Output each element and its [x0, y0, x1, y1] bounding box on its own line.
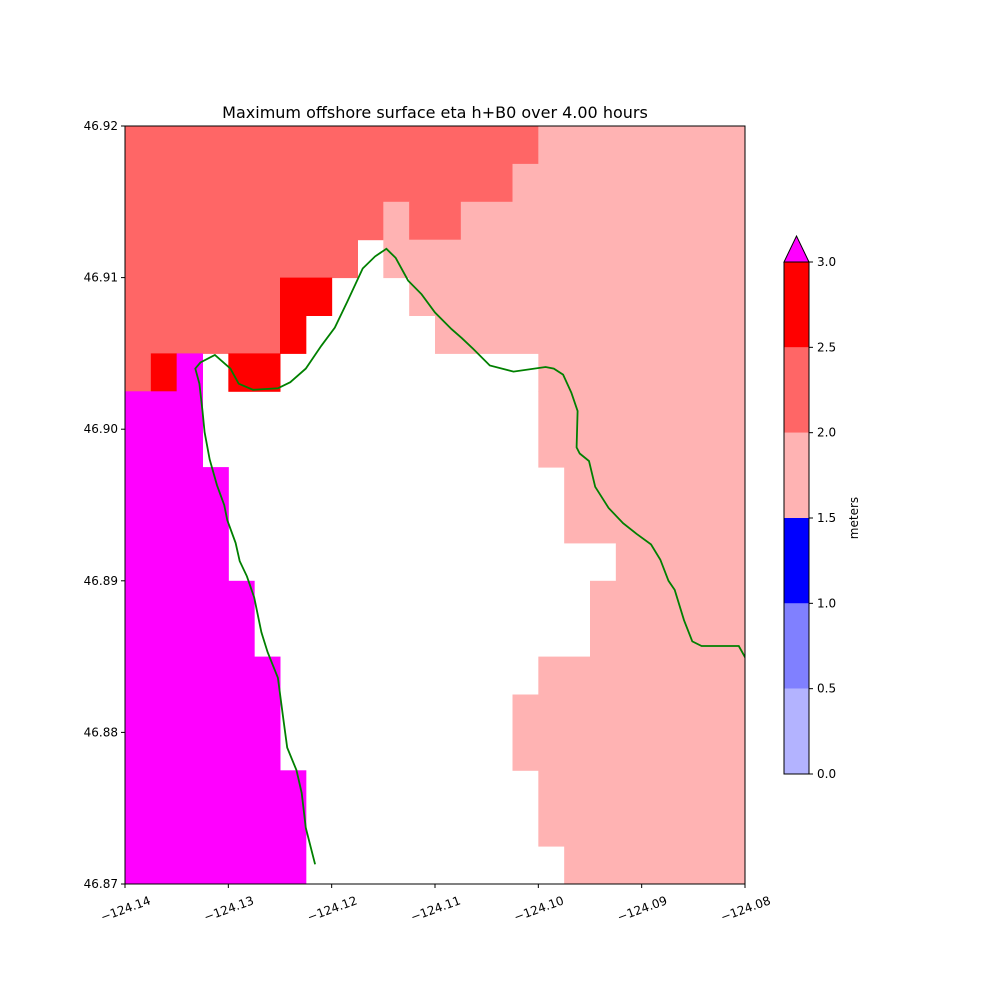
heatmap-cell [615, 542, 745, 582]
colorbar-tick-label: 0.0 [817, 767, 836, 781]
heatmap-cells [125, 126, 745, 884]
heatmap-cell [538, 770, 745, 847]
heatmap-cell [538, 391, 745, 468]
colorbar-label: meters [847, 497, 861, 539]
x-tick-label: −124.14 [99, 893, 153, 924]
colorbar-swatch [784, 347, 809, 433]
heatmap-cell [460, 201, 745, 241]
x-tick-label: −124.12 [305, 893, 359, 924]
heatmap-cell [538, 656, 745, 695]
heatmap-cell [125, 391, 203, 468]
y-tick-label: 46.89 [84, 574, 118, 588]
x-tick-label: −124.10 [512, 893, 566, 924]
shoreline-line [194, 247, 745, 865]
colorbar: 0.0 0.5 1.0 1.5 2.0 2.5 3.0 meters [783, 234, 861, 781]
x-axis: −124.14 −124.13 −124.12 −124.11 −124.10 −124.… [99, 884, 773, 924]
heatmap-cell [280, 315, 307, 354]
heatmap-cell [125, 163, 513, 203]
y-tick-label: 46.88 [84, 725, 118, 739]
colorbar-tick-label: 1.5 [817, 511, 836, 525]
heatmap-cell [383, 201, 410, 241]
colorbar-swatch [784, 603, 809, 689]
heatmap-cell [512, 163, 745, 203]
heatmap-cell [228, 353, 281, 392]
heatmap-cell [280, 277, 333, 316]
heatmap-cell [538, 126, 745, 165]
colorbar-tick-label: 0.5 [817, 682, 836, 696]
heatmap-cell [409, 277, 745, 316]
colorbar-swatch [784, 688, 809, 774]
y-tick-label: 46.92 [84, 119, 118, 133]
heatmap-cell [125, 126, 539, 135]
heatmap-cell [125, 133, 539, 165]
heatmap-cell [125, 770, 307, 884]
y-tick-label: 46.91 [84, 271, 118, 285]
heatmap-cell [538, 353, 745, 392]
heatmap-cell [125, 315, 281, 354]
x-tick-label: −124.08 [719, 893, 773, 924]
heatmap-cell [150, 353, 178, 392]
colorbar-swatch [784, 262, 809, 348]
colorbar-tick-label: 2.5 [817, 340, 836, 354]
shoreline-layer [194, 247, 745, 865]
colorbar-swatch [784, 518, 809, 604]
chart-title: Maximum offshore surface eta h+B0 over 4… [222, 103, 648, 122]
heatmap-cell [383, 239, 745, 279]
heatmap-cell [512, 694, 745, 771]
y-tick-label: 46.90 [84, 422, 118, 436]
x-tick-label: −124.11 [409, 893, 463, 924]
colorbar-tick-label: 3.0 [817, 255, 836, 269]
heatmap-cell [564, 846, 745, 884]
x-tick-label: −124.09 [615, 893, 669, 924]
heatmap-cell [125, 467, 229, 582]
colorbar-extend-max [783, 234, 810, 263]
y-tick-label: 46.87 [84, 877, 118, 891]
heatmap-cell [125, 239, 358, 279]
heatmap-cell [125, 201, 384, 241]
heatmap-cell [125, 353, 152, 392]
heatmap-cell [590, 580, 745, 658]
heatmap-cell [409, 201, 462, 241]
heatmap-cell [125, 580, 255, 658]
y-axis: 46.87 46.88 46.89 46.90 46.91 46.92 [84, 119, 125, 891]
heatmap-cell [125, 277, 281, 316]
heatmap-cell [564, 467, 745, 544]
heatmap-cell [435, 315, 745, 354]
colorbar-tick-label: 2.0 [817, 426, 836, 440]
colorbar-tick-label: 1.0 [817, 596, 836, 610]
colorbar-swatch [784, 432, 809, 518]
heatmap-cell [125, 656, 281, 771]
x-tick-label: −124.13 [202, 893, 256, 924]
heatmap-cell [176, 353, 203, 392]
